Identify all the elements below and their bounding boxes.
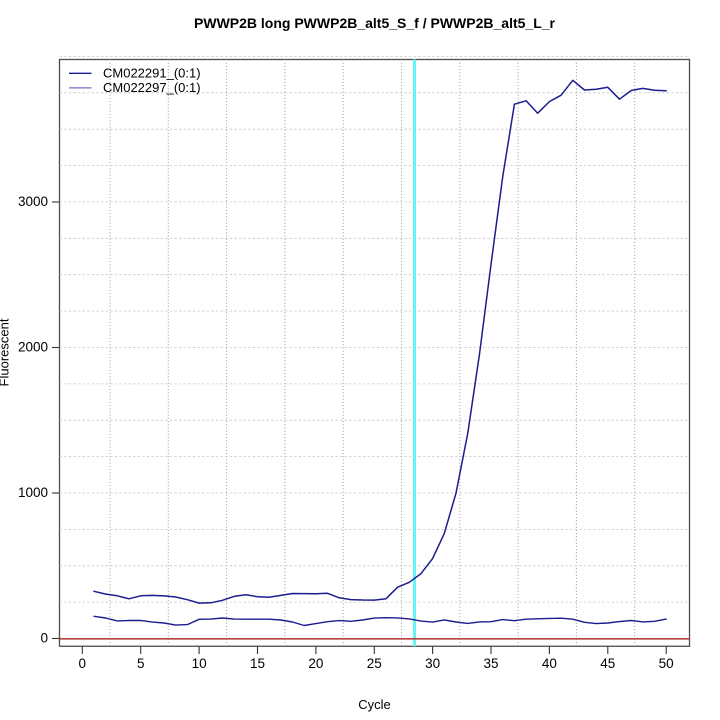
svg-text:0: 0 [40,631,48,646]
svg-text:CM022297_(0:1): CM022297_(0:1) [103,80,201,95]
svg-text:45: 45 [600,656,615,671]
svg-text:25: 25 [367,656,382,671]
svg-text:2000: 2000 [18,340,48,355]
svg-text:50: 50 [659,656,674,671]
svg-text:20: 20 [308,656,323,671]
svg-text:40: 40 [542,656,557,671]
svg-text:5: 5 [137,656,145,671]
svg-text:3000: 3000 [18,194,48,209]
svg-text:0: 0 [79,656,87,671]
svg-text:CM022291_(0:1): CM022291_(0:1) [103,66,201,81]
svg-text:15: 15 [250,656,265,671]
svg-text:35: 35 [483,656,498,671]
svg-text:10: 10 [192,656,207,671]
svg-text:1000: 1000 [18,485,48,500]
svg-text:30: 30 [425,656,440,671]
